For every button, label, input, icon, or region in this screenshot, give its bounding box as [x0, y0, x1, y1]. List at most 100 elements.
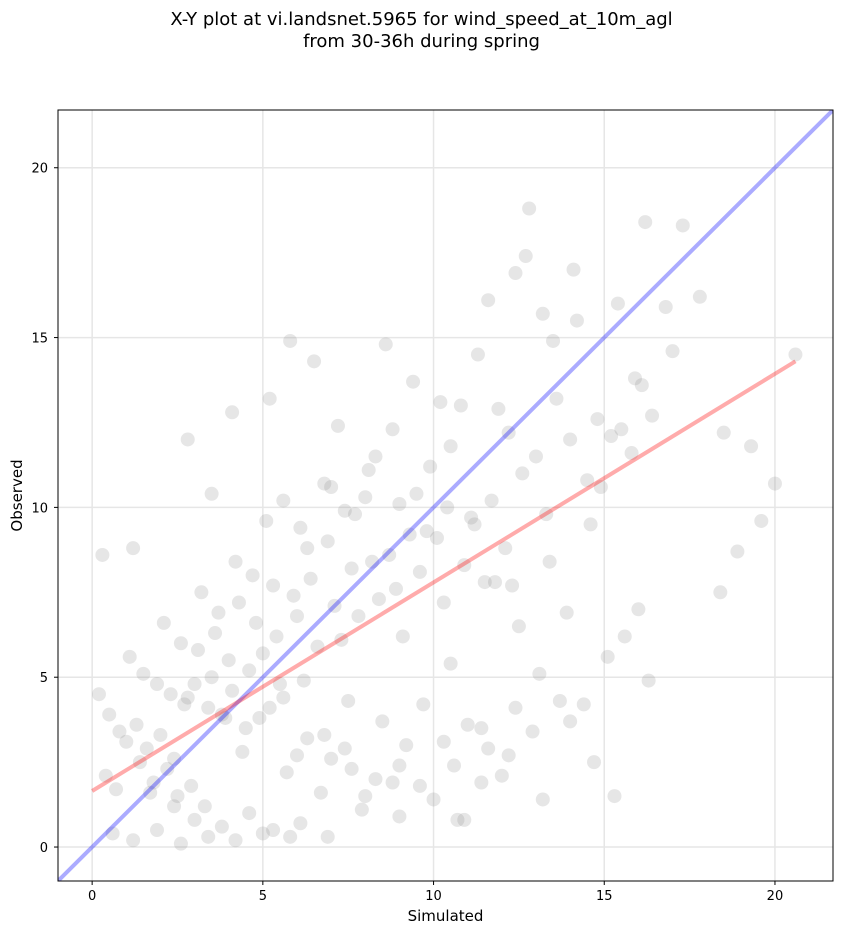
data-point: [546, 333, 561, 348]
data-point: [440, 500, 455, 515]
data-point: [443, 439, 458, 454]
data-point: [167, 799, 182, 814]
data-point: [665, 344, 680, 359]
data-point: [371, 592, 386, 607]
data-point: [126, 541, 141, 556]
data-point: [382, 547, 397, 562]
x-tick-label: 5: [259, 889, 267, 904]
data-point: [194, 585, 209, 600]
data-point: [535, 306, 550, 321]
data-point: [228, 554, 243, 569]
data-point: [129, 717, 144, 732]
data-point: [392, 758, 407, 773]
data-point: [330, 418, 345, 433]
data-point: [511, 619, 526, 634]
data-point: [249, 615, 264, 630]
data-point: [631, 602, 646, 617]
data-point: [467, 517, 482, 532]
y-tick-label: 10: [31, 501, 48, 516]
data-point: [590, 412, 605, 427]
data-point: [317, 727, 332, 742]
data-point: [634, 378, 649, 393]
data-point: [286, 588, 301, 603]
data-point: [173, 836, 188, 851]
x-axis-label: Simulated: [408, 907, 484, 925]
data-point: [225, 405, 240, 420]
y-tick-label: 0: [40, 841, 48, 856]
data-point: [563, 714, 578, 729]
data-point: [744, 439, 759, 454]
data-point: [488, 575, 503, 590]
data-point: [283, 333, 298, 348]
data-point: [481, 741, 496, 756]
y-tick-label: 15: [31, 332, 48, 347]
data-point: [211, 605, 226, 620]
data-point: [252, 710, 267, 725]
data-point: [402, 527, 417, 542]
data-point: [645, 408, 660, 423]
data-point: [491, 401, 506, 416]
data-point: [112, 724, 127, 739]
data-point: [716, 425, 731, 440]
data-point: [126, 833, 141, 848]
data-point: [269, 629, 284, 644]
data-point: [426, 792, 441, 807]
data-point: [453, 398, 468, 413]
data-point: [419, 524, 434, 539]
data-point: [122, 649, 137, 664]
data-point: [218, 710, 233, 725]
data-point: [358, 490, 373, 505]
data-point: [638, 215, 653, 230]
data-point: [641, 673, 656, 688]
data-point: [214, 707, 229, 722]
data-point: [532, 666, 547, 681]
data-point: [351, 609, 366, 624]
data-point: [276, 493, 291, 508]
data-point: [474, 721, 489, 736]
data-point: [344, 561, 359, 576]
data-point: [272, 677, 287, 692]
data-point: [627, 371, 642, 386]
data-point: [296, 673, 311, 688]
data-point: [358, 789, 373, 804]
data-point: [334, 632, 349, 647]
data-point: [580, 473, 595, 488]
data-point: [320, 829, 335, 844]
data-point: [132, 755, 147, 770]
data-point: [539, 507, 554, 522]
data-point: [310, 639, 325, 654]
data-point: [365, 554, 380, 569]
fit-lines: [58, 110, 833, 881]
data-point: [303, 571, 318, 586]
data-point: [119, 734, 134, 749]
data-point: [583, 517, 598, 532]
data-point: [675, 218, 690, 233]
data-point: [283, 829, 298, 844]
data-point: [624, 446, 639, 461]
y-tick-label: 5: [40, 671, 48, 686]
data-point: [515, 466, 530, 481]
data-point: [98, 768, 113, 783]
axis-ticks: 0 5 10 15 20 0 5 10 15 20: [31, 162, 783, 904]
data-point: [293, 816, 308, 831]
data-point: [549, 391, 564, 406]
data-point: [204, 670, 219, 685]
data-point: [566, 262, 581, 277]
chart-title-line-2: from 30-36h during spring: [303, 31, 540, 52]
data-point: [457, 812, 472, 827]
data-point: [187, 812, 202, 827]
data-point: [604, 429, 619, 444]
data-point: [201, 829, 216, 844]
plot-frame: [57, 109, 834, 882]
data-point: [392, 809, 407, 824]
data-point: [368, 772, 383, 787]
data-point: [392, 496, 407, 511]
data-point: [600, 649, 615, 664]
data-point: [457, 558, 472, 573]
data-point: [156, 615, 171, 630]
data-point: [450, 812, 465, 827]
data-point: [279, 765, 294, 780]
data-point: [238, 721, 253, 736]
data-point: [522, 201, 537, 216]
regression-line: [91, 359, 797, 793]
